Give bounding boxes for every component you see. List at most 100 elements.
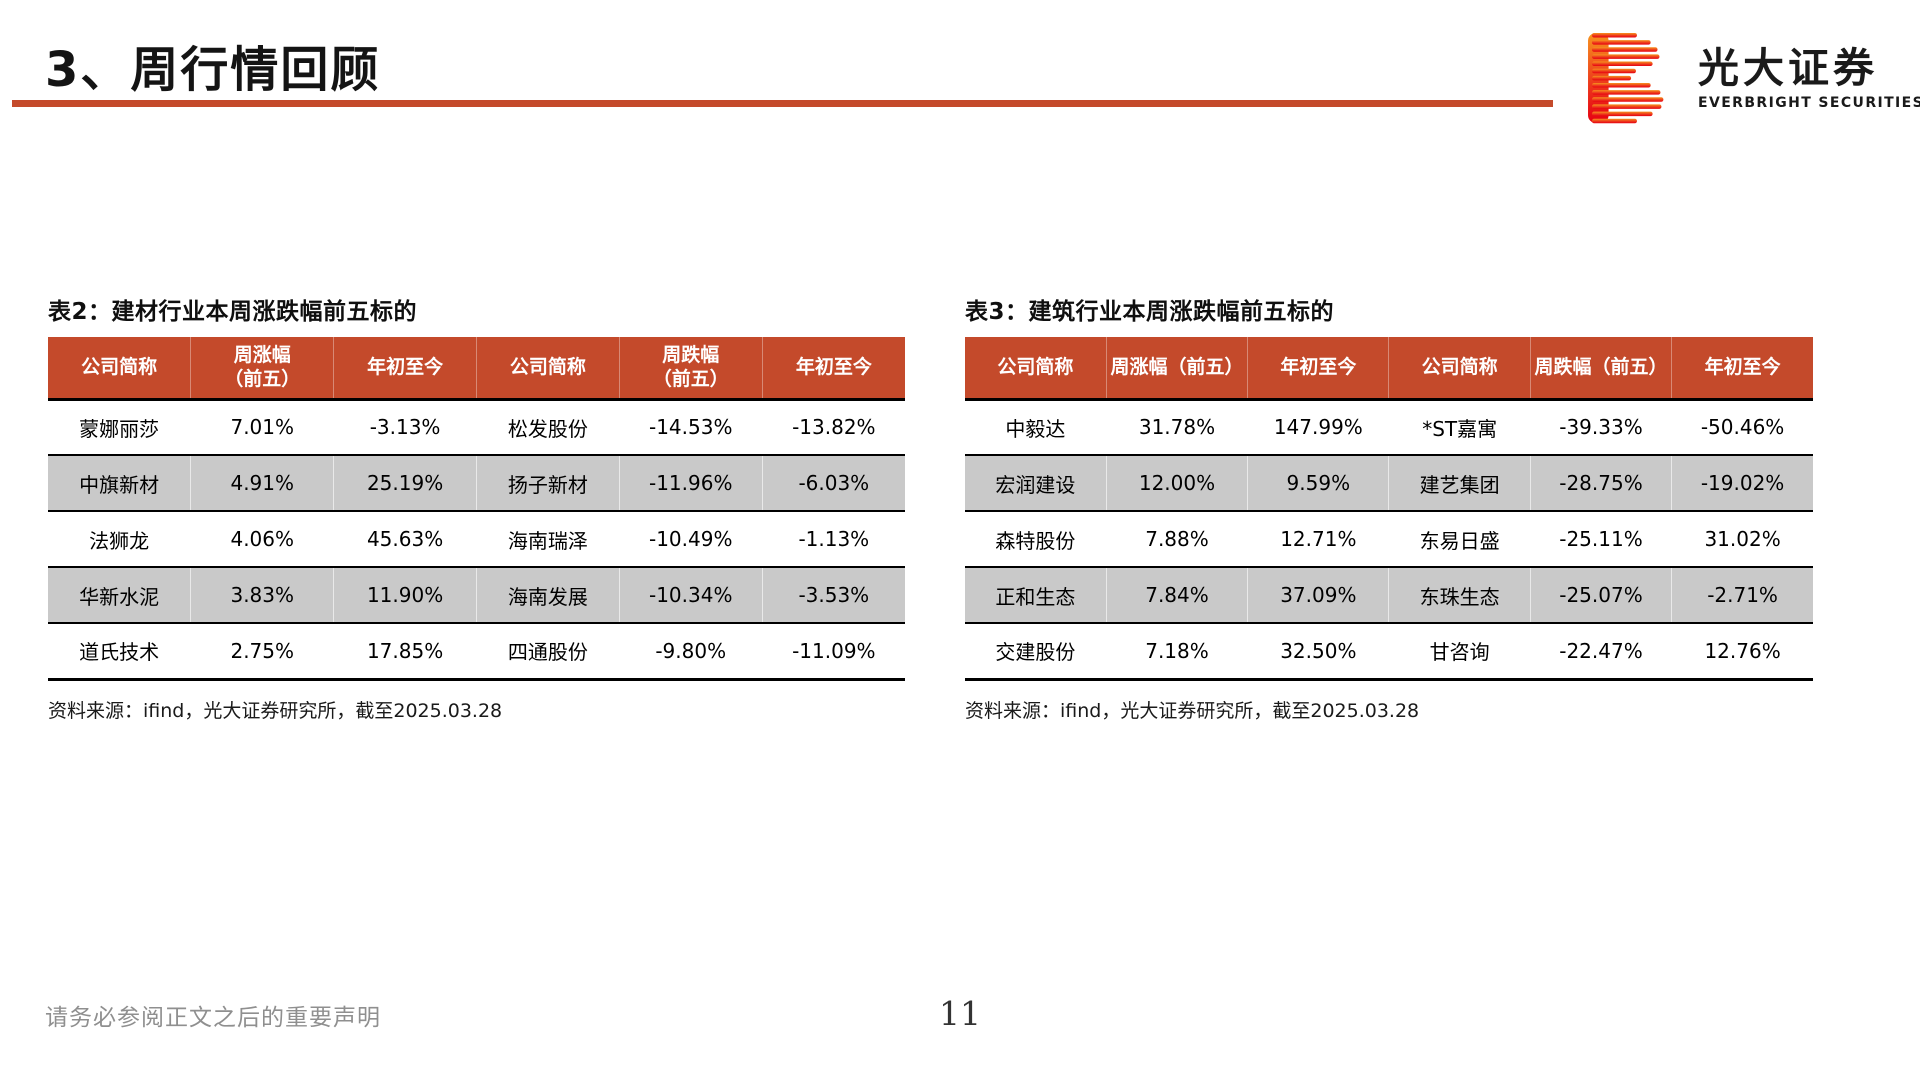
table-cell: -22.47% bbox=[1529, 623, 1672, 679]
column-header: 周涨幅（前五） bbox=[1105, 337, 1248, 399]
table-cell: 甘咨询 bbox=[1388, 623, 1531, 679]
table-cell: 7.18% bbox=[1105, 623, 1248, 679]
table2-title: 表2：建材行业本周涨跌幅前五标的 bbox=[48, 299, 418, 325]
table-cell: 道氏技术 bbox=[79, 640, 160, 665]
table-cell: -3.13% bbox=[333, 399, 477, 455]
table-cell: -28.75% bbox=[1529, 455, 1672, 511]
table-cell: 147.99% bbox=[1247, 399, 1389, 455]
table-cell: -2.71% bbox=[1671, 567, 1813, 623]
table-cell: 扬子新材 bbox=[475, 455, 620, 511]
table-cell: -11.96% bbox=[618, 455, 763, 511]
table-cell: 37.09% bbox=[1247, 567, 1389, 623]
table2-building-materials: 公司简称 周涨幅 （前五） 年初至今 公司简称 周跌幅 （前五） 年初至今 蒙娜丽莎 7.0… bbox=[48, 337, 905, 681]
table-cell: 宏润建设 bbox=[995, 472, 1076, 497]
column-header: 周跌幅 （前五） bbox=[618, 337, 763, 399]
table-cell: 7.84% bbox=[1105, 567, 1248, 623]
table-cell: -14.53% bbox=[618, 399, 763, 455]
table3-source-note: 资料来源：ifind，光大证券研究所，截至2025.03.28 bbox=[965, 699, 1420, 722]
table2-source-note: 资料来源：ifind，光大证券研究所，截至2025.03.28 bbox=[48, 699, 503, 722]
table-cell: 3.83% bbox=[190, 567, 334, 623]
table-cell: 32.50% bbox=[1247, 623, 1389, 679]
table-cell: 11.90% bbox=[333, 567, 477, 623]
table-cell: 7.88% bbox=[1105, 511, 1248, 567]
table-cell: 建艺集团 bbox=[1388, 455, 1531, 511]
table-cell: 交建股份 bbox=[995, 640, 1076, 665]
table-cell: 东易日盛 bbox=[1388, 511, 1531, 567]
table-cell: 31.02% bbox=[1671, 511, 1813, 567]
table-row: 华新水泥 3.83% 11.90% 海南发展 -10.34% -3.53% bbox=[48, 567, 905, 623]
table-cell: 7.01% bbox=[190, 399, 334, 455]
table-row: 中毅达 31.78% 147.99% *ST嘉寓 -39.33% -50.46% bbox=[965, 399, 1813, 455]
column-header: 年初至今 bbox=[1247, 337, 1389, 399]
table-row: 森特股份 7.88% 12.71% 东易日盛 -25.11% 31.02% bbox=[965, 511, 1813, 567]
page-title: 3、周行情回顾 bbox=[45, 42, 381, 98]
table-row: 蒙娜丽莎 7.01% -3.13% 松发股份 -14.53% -13.82% bbox=[48, 399, 905, 455]
logo-name-cn: 光大证券 bbox=[1698, 43, 1878, 92]
table3-section: 表3：建筑行业本周涨跌幅前五标的 公司简称 周涨幅（前五） 年初至今 公司简称 周跌幅（… bbox=[965, 292, 1813, 723]
table-row: 道氏技术 2.75% 17.85% 四通股份 -9.80% -11.09% bbox=[48, 623, 905, 679]
column-header: 年初至今 bbox=[1671, 337, 1813, 399]
column-header: 公司简称 bbox=[475, 337, 620, 399]
table-cell: 中毅达 bbox=[1005, 416, 1066, 441]
title-divider bbox=[12, 100, 1553, 107]
table-cell: 华新水泥 bbox=[79, 584, 160, 609]
table-row: 中旗新材 4.91% 25.19% 扬子新材 -11.96% -6.03% bbox=[48, 455, 905, 511]
table-cell: 25.19% bbox=[333, 455, 477, 511]
column-header: 公司简称 bbox=[965, 337, 1107, 399]
column-header: 公司简称 bbox=[1388, 337, 1531, 399]
table2-header: 公司简称 周涨幅 （前五） 年初至今 公司简称 周跌幅 （前五） 年初至今 bbox=[48, 337, 905, 399]
column-header: 公司简称 bbox=[48, 337, 191, 399]
table-row: 法狮龙 4.06% 45.63% 海南瑞泽 -10.49% -1.13% bbox=[48, 511, 905, 567]
table-cell: 2.75% bbox=[190, 623, 334, 679]
table-cell: 12.00% bbox=[1105, 455, 1248, 511]
table-cell: -1.13% bbox=[761, 511, 905, 567]
footer-disclaimer: 请务必参阅正文之后的重要声明 bbox=[45, 1005, 381, 1031]
column-header: 周涨幅 （前五） bbox=[190, 337, 334, 399]
table-cell: 4.91% bbox=[190, 455, 334, 511]
table-cell: -50.46% bbox=[1671, 399, 1813, 455]
table-row: 交建股份 7.18% 32.50% 甘咨询 -22.47% 12.76% bbox=[965, 623, 1813, 679]
table3-construction: 公司简称 周涨幅（前五） 年初至今 公司简称 周跌幅（前五） 年初至今 中毅达 31.78%… bbox=[965, 337, 1813, 681]
table-cell: -10.34% bbox=[618, 567, 763, 623]
table-cell: 45.63% bbox=[333, 511, 477, 567]
table-cell: 17.85% bbox=[333, 623, 477, 679]
table-cell: 正和生态 bbox=[995, 584, 1076, 609]
table3-title: 表3：建筑行业本周涨跌幅前五标的 bbox=[965, 299, 1335, 325]
table-cell: 松发股份 bbox=[475, 399, 620, 455]
table-cell: -10.49% bbox=[618, 511, 763, 567]
table-cell: 4.06% bbox=[190, 511, 334, 567]
table-row: 宏润建设 12.00% 9.59% 建艺集团 -28.75% -19.02% bbox=[965, 455, 1813, 511]
column-header: 年初至今 bbox=[761, 337, 905, 399]
table-cell: 四通股份 bbox=[475, 623, 620, 679]
table-cell: 12.71% bbox=[1247, 511, 1389, 567]
table-cell: 9.59% bbox=[1247, 455, 1389, 511]
table-cell: 中旗新材 bbox=[79, 472, 160, 497]
logo-name-en: EVERBRIGHT SECURITIES bbox=[1698, 95, 1920, 112]
column-header: 周跌幅（前五） bbox=[1529, 337, 1672, 399]
table-row: 正和生态 7.84% 37.09% 东珠生态 -25.07% -2.71% bbox=[965, 567, 1813, 623]
table-cell: -3.53% bbox=[761, 567, 905, 623]
table-cell: 法狮龙 bbox=[89, 528, 150, 553]
page-number: 11 bbox=[939, 994, 981, 1033]
table-cell: 蒙娜丽莎 bbox=[79, 416, 160, 441]
table-cell: *ST嘉寓 bbox=[1388, 399, 1531, 455]
table-cell: -9.80% bbox=[618, 623, 763, 679]
table-cell: -25.07% bbox=[1529, 567, 1672, 623]
table-cell: -39.33% bbox=[1529, 399, 1672, 455]
table-cell: -19.02% bbox=[1671, 455, 1813, 511]
table-cell: -11.09% bbox=[761, 623, 905, 679]
table-cell: 海南发展 bbox=[475, 567, 620, 623]
table3-header: 公司简称 周涨幅（前五） 年初至今 公司简称 周跌幅（前五） 年初至今 bbox=[965, 337, 1813, 399]
column-header: 年初至今 bbox=[333, 337, 477, 399]
table2-section: 表2：建材行业本周涨跌幅前五标的 公司简称 周涨幅 （前五） 年初至今 公司简称 周跌幅… bbox=[48, 292, 905, 723]
table-cell: -25.11% bbox=[1529, 511, 1672, 567]
table-cell: 海南瑞泽 bbox=[475, 511, 620, 567]
table-cell: 东珠生态 bbox=[1388, 567, 1531, 623]
table-cell: 12.76% bbox=[1671, 623, 1813, 679]
table-cell: -13.82% bbox=[761, 399, 905, 455]
table-cell: 31.78% bbox=[1105, 399, 1248, 455]
table-cell: -6.03% bbox=[761, 455, 905, 511]
table-cell: 森特股份 bbox=[995, 528, 1076, 553]
everbright-logo-icon bbox=[1588, 32, 1664, 124]
everbright-logo: 光大证券 EVERBRIGHT SECURITIES bbox=[1588, 32, 1920, 124]
